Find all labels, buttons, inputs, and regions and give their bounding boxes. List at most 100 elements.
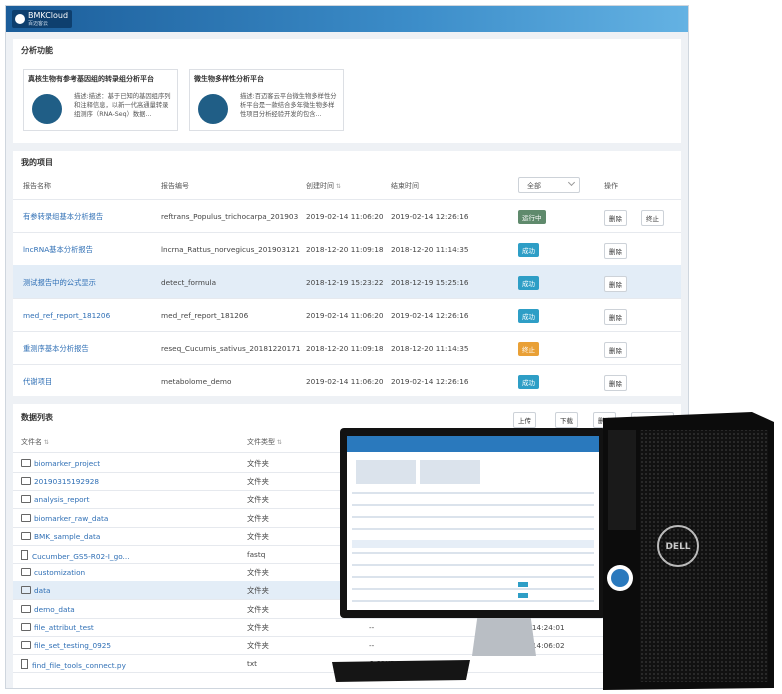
header-row [13, 173, 681, 200]
status-badge: 运行中 [518, 210, 546, 224]
project-row [13, 265, 681, 299]
file-type: 文件夹 [247, 586, 269, 596]
file-row [13, 636, 681, 655]
file-type: fastq [247, 550, 266, 559]
file-name[interactable]: file_attribut_test [21, 623, 94, 632]
file-type: 文件夹 [247, 568, 269, 578]
tower-bay [608, 430, 636, 530]
card-title: 微生物多样性分析平台 [194, 75, 264, 83]
ended-time: 2019-02-14 12:26:16 [391, 377, 469, 386]
column-header: 结束时间 [391, 182, 419, 190]
logo[interactable]: BMKCloud 百迈客云 [12, 10, 72, 28]
section-title: 分析功能 [21, 46, 53, 55]
column-header[interactable]: 文件名 [21, 437, 49, 447]
file-row [13, 600, 681, 619]
card-desc: 描述:百迈客云平台微生物多样性分析平台是一款结合多年微生物多样性项目分析经验开发… [240, 93, 337, 118]
created-time: 2018-12-20 11:09:18 [306, 344, 384, 353]
status-badge: 成功 [518, 309, 539, 323]
report-name[interactable]: 代谢项目 [23, 377, 53, 386]
tower-logo-ring [657, 525, 699, 567]
card-title: 真核生物有参考基因组的转录组分析平台 [28, 75, 154, 83]
action-button[interactable]: 删除 [604, 375, 627, 391]
file-row [13, 618, 681, 637]
project-row [13, 298, 681, 332]
logo-text: BMKCloud [28, 11, 69, 20]
action-button[interactable]: 删除 [604, 342, 627, 358]
file-type: 文件夹 [247, 531, 269, 541]
column-header[interactable]: 文件类型 [247, 437, 282, 447]
column-header: 操作 [604, 182, 618, 190]
file-time: 9-27 14:06:02 [513, 641, 565, 650]
file-name[interactable]: demo_data [21, 605, 75, 614]
report-id: metabolome_demo [161, 377, 232, 386]
created-time: 2019-02-14 11:06:20 [306, 377, 384, 386]
file-type: 文件夹 [247, 641, 269, 650]
tower-grill [640, 430, 768, 682]
app-window: BMKCloud 百迈客云 分析功能 真核生物有参考基因组的转录组分析平台描述:… [5, 5, 689, 689]
file-name[interactable]: biomarker_raw_data [21, 514, 108, 523]
ended-time: 2018-12-20 11:14:35 [391, 344, 469, 353]
created-time: 2018-12-20 11:09:18 [306, 245, 384, 254]
file-name[interactable]: find_file_tools_connect.py [21, 659, 126, 670]
created-time: 2019-02-14 11:06:20 [306, 311, 384, 320]
file-type: 文件夹 [247, 459, 269, 468]
status-badge: 终止 [518, 342, 539, 356]
status-badge: 成功 [518, 276, 539, 290]
file-name[interactable]: biomarker_project [21, 459, 100, 468]
report-id: lncrna_Rattus_norvegicus_201903121 [161, 245, 300, 254]
file-time: 9-27 14:24:01 [513, 622, 565, 632]
column-header: 报告名称 [23, 182, 51, 190]
report-name[interactable]: 有参转录组基本分析报告 [23, 212, 104, 221]
action-button[interactable]: 删除 [604, 210, 627, 226]
action-button[interactable]: 删除 [604, 309, 627, 325]
report-id: detect_formula [161, 278, 217, 287]
created-time: 2018-12-19 15:23:22 [306, 278, 384, 287]
report-name[interactable]: 测试报告中的公式显示 [23, 278, 96, 287]
report-id: reftrans_Populus_trichocarpa_201903 [161, 212, 299, 221]
file-name[interactable]: analysis_report [21, 495, 89, 504]
ended-time: 2019-02-14 12:26:16 [391, 311, 469, 320]
file-type: 文件夹 [247, 604, 269, 614]
toolbar-button[interactable]: 下载 [555, 412, 578, 428]
ended-time: 2019-02-14 12:26:16 [391, 212, 469, 221]
report-id: reseq_Cucumis_sativus_20181220171 [161, 344, 301, 353]
filter-label: 全部 [527, 182, 541, 190]
tower-logo: DELL [665, 542, 690, 552]
section-title: 数据列表 [21, 413, 53, 422]
section-title: 我的项目 [21, 158, 53, 167]
action-button[interactable]: 删除 [604, 276, 627, 292]
file-name[interactable]: BMK_sample_data [21, 532, 100, 541]
analysis-panel: 分析功能 真核生物有参考基因组的转录组分析平台描述:描述：基于已知的基因组序列和… [13, 39, 681, 143]
analysis-card[interactable]: 真核生物有参考基因组的转录组分析平台描述:描述：基于已知的基因组序列和注释信息，… [23, 69, 178, 131]
toolbar-button[interactable]: 上传 [513, 412, 536, 428]
status-badge: 成功 [518, 243, 539, 257]
status-badge: 成功 [518, 375, 539, 389]
analysis-card[interactable]: 微生物多样性分析平台描述:百迈客云平台微生物多样性分析平台是一款结合多年微生物多… [189, 69, 344, 131]
card-desc: 描述:描述：基于已知的基因组序列和注释信息，以新一代高通量转录组测序（RNA-S… [74, 93, 171, 118]
card-icon [32, 94, 62, 124]
report-name[interactable]: med_ref_report_181206 [23, 311, 111, 320]
power-badge-inner [611, 569, 629, 587]
project-row [13, 199, 681, 233]
file-type: 文件夹 [247, 513, 269, 523]
ended-time: 2018-12-20 11:14:35 [391, 245, 469, 254]
column-header[interactable]: 创建时间 [306, 181, 341, 191]
file-name[interactable]: data [21, 586, 50, 595]
file-name[interactable]: customization [21, 568, 85, 577]
action-button[interactable]: 删除 [604, 243, 627, 259]
created-time: 2019-02-14 11:06:20 [306, 212, 384, 221]
report-name[interactable]: lncRNA基本分析报告 [23, 245, 93, 254]
screen-content [352, 460, 594, 602]
file-name[interactable]: 20190315192928 [21, 477, 99, 486]
file-name[interactable]: Cucumber_GS5-R02-I_go... [21, 550, 130, 561]
column-header: 报告编号 [161, 182, 189, 190]
status-filter[interactable]: 全部 [518, 177, 580, 193]
action-button[interactable]: 终止 [641, 210, 664, 226]
file-name[interactable]: file_set_testing_0925 [21, 641, 111, 650]
card-icon [198, 94, 228, 124]
header-bar: BMKCloud 百迈客云 [6, 6, 688, 32]
screen-header [347, 436, 599, 452]
file-size: -- [369, 622, 375, 632]
report-name[interactable]: 重测序基本分析报告 [23, 344, 89, 353]
